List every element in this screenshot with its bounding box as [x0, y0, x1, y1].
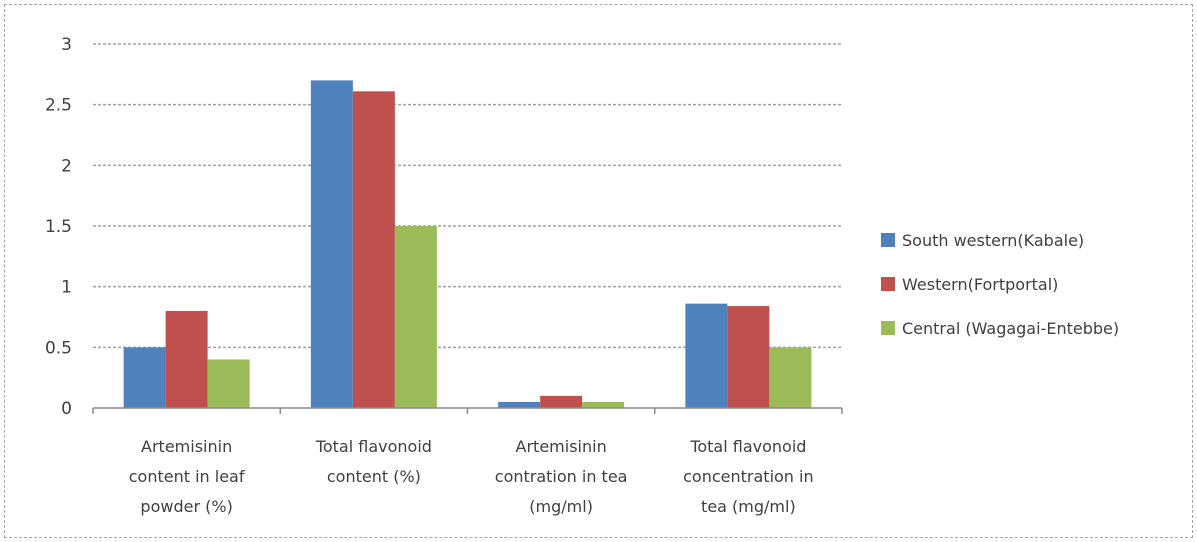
bars	[123, 80, 812, 409]
bar	[498, 401, 541, 408]
x-category-label-line: content in leaf	[129, 467, 245, 486]
y-tick-label: 1.5	[45, 217, 72, 237]
y-tick-label: 2	[61, 156, 72, 176]
bar	[727, 306, 770, 408]
x-category-label-line: Artemisinin	[141, 437, 232, 456]
chart-frame	[4, 4, 1193, 538]
x-axis-category-labels: Artemisinin content in leaf powder (%) Tota…	[129, 437, 814, 516]
legend-label: Western(Fortportal)	[902, 275, 1058, 294]
y-tick-label: 1	[61, 278, 72, 298]
bar	[582, 401, 625, 408]
x-category-label-line: tea (mg/ml)	[701, 497, 796, 516]
x-category-label-line: contration in tea	[495, 467, 628, 486]
legend-swatch	[881, 233, 895, 247]
x-category-label: Total flavonoid concentration in tea (mg/m…	[683, 437, 813, 516]
legend-swatch	[881, 277, 895, 291]
x-category-label: Artemisinin content in leaf powder (%)	[129, 437, 245, 516]
x-category-label-line: concentration in	[683, 467, 813, 486]
x-category-label-line: powder (%)	[140, 497, 232, 516]
x-category-label-line: Total flavonoid	[689, 437, 806, 456]
bar	[769, 347, 812, 408]
y-axis-tick-labels: 0 0.5 1 1.5 2 2.5 3	[45, 35, 72, 419]
bar	[685, 303, 728, 408]
y-tick-label: 0.5	[45, 338, 72, 358]
x-axis	[92, 407, 843, 414]
x-category-label-line: Total flavonoid	[315, 437, 432, 456]
y-tick-label: 3	[61, 35, 72, 55]
bar	[123, 347, 166, 408]
y-tick-label: 2.5	[45, 96, 72, 116]
legend: South western(Kabale) Western(Fortportal)…	[881, 231, 1119, 338]
legend-swatch	[881, 321, 895, 335]
bar	[540, 395, 583, 408]
y-tick-label: 0	[61, 399, 72, 419]
x-category-label-line: content (%)	[327, 467, 421, 486]
bar	[207, 359, 250, 408]
bar	[394, 226, 437, 408]
bar	[310, 80, 353, 409]
x-category-label: Total flavonoid content (%)	[315, 437, 432, 486]
bar	[352, 91, 395, 408]
x-category-label: Artemisinin contration in tea (mg/ml)	[495, 437, 628, 516]
legend-label: Central (Wagagai-Entebbe)	[902, 319, 1119, 338]
bar	[165, 310, 208, 408]
legend-label: South western(Kabale)	[902, 231, 1084, 250]
gridlines	[93, 43, 842, 349]
x-category-label-line: Artemisinin	[516, 437, 607, 456]
x-category-label-line: (mg/ml)	[529, 497, 593, 516]
